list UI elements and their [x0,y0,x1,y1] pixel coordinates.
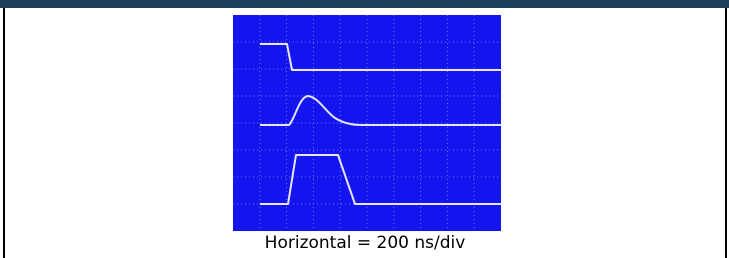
caption: Horizontal = 200 ns/div [3,233,727,253]
header-band [0,0,729,8]
oscilloscope-image [233,15,501,231]
page: Horizontal = 200 ns/div (() => { const d… [0,0,729,255]
